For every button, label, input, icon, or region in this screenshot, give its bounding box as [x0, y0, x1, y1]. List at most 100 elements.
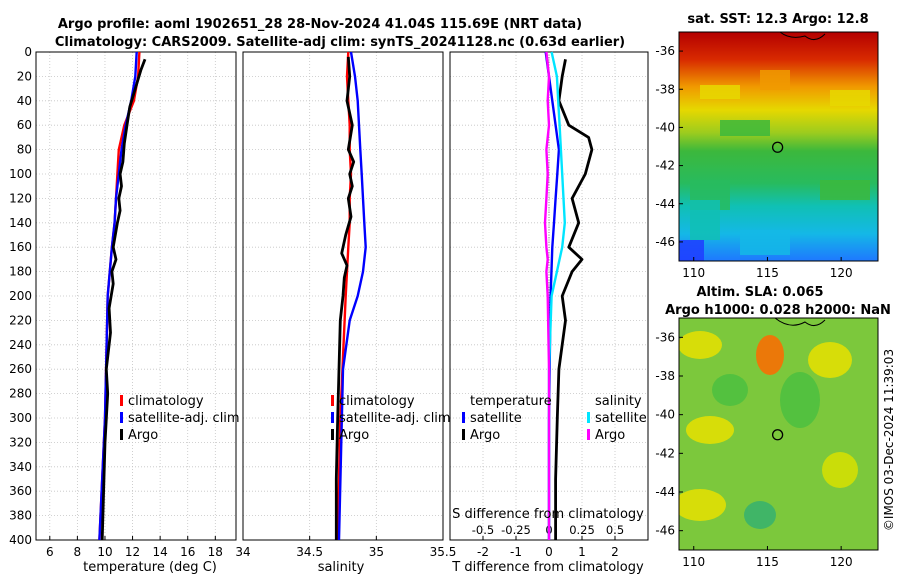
map-x-tick-label: 110 — [682, 555, 705, 569]
map-x-tick-label: 115 — [756, 555, 779, 569]
series-argo — [334, 56, 356, 540]
sla-contour — [774, 318, 826, 326]
legend-label-sal-satellite: satellite — [595, 411, 647, 426]
map-x-tick-label: 115 — [756, 266, 779, 280]
legend-label-satellite-adj: satellite-adj. clim — [128, 411, 240, 426]
legend-label-climatology: climatology — [128, 394, 204, 409]
x-tick-label: 16 — [180, 545, 195, 559]
map-y-tick-label: -36 — [655, 330, 675, 344]
map-y-tick-label: -36 — [655, 44, 675, 58]
difference-x2-label: S difference from climatology — [452, 507, 644, 522]
map-y-tick-label: -40 — [655, 120, 675, 134]
x-tick-label: 2 — [611, 545, 619, 559]
sla-map-axes: 110 115 120 -36 -38 -40 -42 -44 -46 — [655, 330, 852, 569]
x-tick-label: 0 — [545, 545, 553, 559]
map-y-tick-label: -44 — [655, 197, 675, 211]
salinity-legend: climatology satellite-adj. clim Argo — [331, 394, 451, 443]
y-tick-label: 160 — [9, 240, 32, 254]
y-tick-label: 320 — [9, 435, 32, 449]
float-position-marker — [771, 141, 784, 153]
map-y-tick-label: -46 — [655, 235, 675, 249]
x-tick-label: -2 — [477, 545, 489, 559]
legend-label-argo: Argo — [339, 428, 369, 443]
x-tick-label: 6 — [46, 545, 54, 559]
legend-swatch-temp-satellite — [462, 412, 465, 423]
float-position-marker — [771, 429, 784, 441]
salinity-panel: 34 34.5 35 35.5 — [235, 51, 457, 559]
legend-title-salinity: salinity — [595, 394, 642, 409]
y-tick-label: 260 — [9, 362, 32, 376]
legend-swatch-satellite-adj — [331, 412, 334, 423]
y-tick-label: 400 — [9, 533, 32, 547]
sst-map-axes: 110 115 120 -36 -38 -40 -42 -44 -46 — [655, 44, 852, 280]
y-tick-label: 0 — [24, 45, 32, 59]
legend-label-temp-satellite: satellite — [470, 411, 522, 426]
x-tick-label: 35.5 — [430, 545, 457, 559]
sla-patch — [744, 501, 776, 529]
sst-map-frame — [678, 31, 879, 262]
legend-swatch-satellite-adj — [120, 412, 123, 423]
x2-tick-label: -0.5 — [472, 523, 494, 537]
sla-patch — [679, 489, 726, 521]
sla-map-subtitle: Argo h1000: 0.028 h2000: NaN — [665, 303, 891, 318]
series-salinity-satellite — [547, 51, 566, 540]
series-salinity-argo — [543, 51, 551, 540]
legend-label-argo: Argo — [128, 428, 158, 443]
x-tick-label: 18 — [208, 545, 223, 559]
x-tick-label: 8 — [74, 545, 82, 559]
sst-patch — [690, 200, 720, 240]
sla-patch — [808, 342, 852, 378]
y-tick-label: 380 — [9, 509, 32, 523]
x-tick-label: 35 — [369, 545, 384, 559]
series-satellite-adj-clim — [337, 51, 367, 541]
legend-swatch-temp-argo — [462, 429, 465, 440]
sst-patch — [740, 230, 790, 255]
difference-x-label: T difference from climatology — [451, 560, 644, 575]
sst-map-title: sat. SST: 12.3 Argo: 12.8 — [687, 12, 868, 27]
y-tick-label: 40 — [17, 94, 32, 108]
sla-patch — [686, 416, 734, 444]
y-tick-label: 360 — [9, 484, 32, 498]
figure-title-line-1: Argo profile: aoml 1902651_28 28-Nov-202… — [58, 17, 582, 32]
sst-field-detail — [679, 32, 870, 261]
difference-legend-temperature: temperature satellite Argo — [462, 394, 552, 443]
x-tick-label: 14 — [152, 545, 167, 559]
sst-patch — [830, 90, 870, 106]
map-y-tick-label: -44 — [655, 485, 675, 499]
y-tick-label: 300 — [9, 411, 32, 425]
sla-patch — [822, 452, 858, 488]
x-tick-label: 34.5 — [296, 545, 323, 559]
sst-contour — [779, 32, 826, 40]
sla-patch — [780, 372, 820, 428]
temperature-legend: climatology satellite-adj. clim Argo — [120, 394, 240, 443]
x-tick-label: 10 — [97, 545, 112, 559]
x-tick-label: 34 — [235, 545, 250, 559]
series-argo — [100, 58, 147, 541]
temperature-panel: 6 8 10 12 14 16 180204060801001201401601802002… — [9, 45, 237, 559]
map-x-tick-label: 120 — [830, 555, 853, 569]
x2-tick-label: 0.25 — [569, 523, 595, 537]
y-tick-label: 280 — [9, 387, 32, 401]
sla-patch — [756, 335, 784, 375]
sst-patch — [720, 120, 770, 136]
sst-patch — [700, 85, 740, 99]
difference-legend-salinity: salinity satellite Argo — [587, 394, 647, 443]
y-tick-label: 180 — [9, 265, 32, 279]
legend-swatch-argo — [331, 429, 334, 440]
figure-title-line-2: Climatology: CARS2009. Satellite-adj cli… — [55, 35, 625, 50]
sla-map-frame — [678, 317, 879, 551]
y-tick-label: 200 — [9, 289, 32, 303]
x2-tick-label: -0.25 — [501, 523, 531, 537]
legend-title-temperature: temperature — [470, 394, 552, 409]
x-tick-label: 1 — [578, 545, 586, 559]
panel-frame — [242, 51, 444, 541]
map-y-tick-label: -42 — [655, 446, 675, 460]
sst-patch — [760, 70, 790, 90]
temperature-x-label: temperature (deg C) — [83, 560, 217, 575]
legend-label-temp-argo: Argo — [470, 428, 500, 443]
y-tick-label: 120 — [9, 191, 32, 205]
salinity-x-label: salinity — [318, 560, 365, 575]
x2-tick-label: 0.5 — [606, 523, 624, 537]
